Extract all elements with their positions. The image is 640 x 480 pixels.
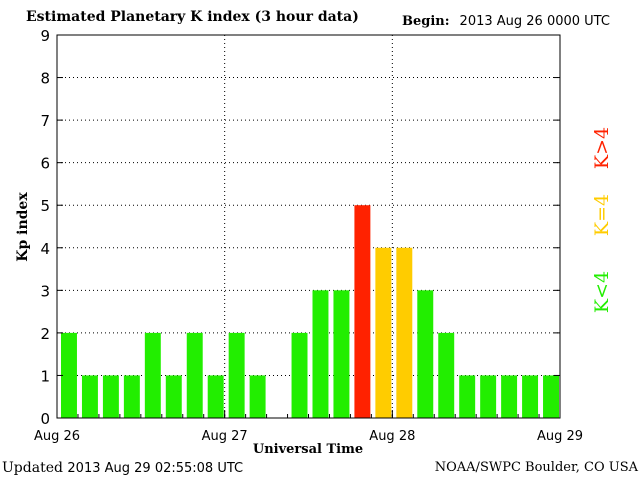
y-tick-label: 1 xyxy=(40,367,50,385)
y-tick-label: 3 xyxy=(40,282,50,300)
bar xyxy=(438,332,455,418)
y-tick-label: 7 xyxy=(40,112,50,130)
bar xyxy=(375,247,392,418)
plot-frame xyxy=(56,34,561,419)
bar xyxy=(207,375,224,418)
chart-grid xyxy=(57,35,560,418)
updated-time: Updated 2013 Aug 29 02:55:08 UTC xyxy=(2,460,243,476)
x-axis-label: Universal Time xyxy=(253,442,363,457)
legend: K<4 K=4 K>4 xyxy=(591,127,613,313)
bar xyxy=(522,375,539,418)
begin-value: 2013 Aug 26 0000 UTC xyxy=(459,14,610,29)
y-axis-ticks: 0 1 2 3 4 5 6 7 8 9 xyxy=(40,27,560,428)
bar xyxy=(312,290,329,418)
legend-k-equals-4: K=4 xyxy=(591,194,613,236)
bar xyxy=(186,332,203,418)
x-tick-label: Aug 28 xyxy=(369,429,415,444)
x-axis-ticks: Aug 26 Aug 27 Aug 28 Aug 29 xyxy=(34,410,583,444)
y-tick-label: 4 xyxy=(40,240,50,258)
bar xyxy=(291,332,308,418)
y-axis-label: Kp index xyxy=(15,192,31,262)
bar xyxy=(333,290,350,418)
legend-k-above-4: K>4 xyxy=(591,127,613,169)
bar xyxy=(228,332,245,418)
y-tick-label: 5 xyxy=(40,197,50,215)
begin-time: Begin: 2013 Aug 26 0000 UTC xyxy=(402,14,610,29)
bar xyxy=(102,375,119,418)
y-tick-label: 6 xyxy=(40,155,50,173)
bar xyxy=(396,247,413,418)
updated-label: Updated xyxy=(2,460,63,476)
y-tick-label: 2 xyxy=(40,325,50,343)
updated-value: 2013 Aug 29 02:55:08 UTC xyxy=(67,461,244,476)
bar xyxy=(144,332,161,418)
bar xyxy=(165,375,182,418)
bar xyxy=(417,290,434,418)
y-tick-label: 9 xyxy=(40,27,50,45)
bar xyxy=(459,375,476,418)
y-tick-label: 0 xyxy=(40,410,50,428)
bar-series xyxy=(61,205,559,418)
bar xyxy=(480,375,497,418)
bar xyxy=(249,375,266,418)
x-tick-label: Aug 26 xyxy=(34,429,80,444)
bar xyxy=(354,205,371,418)
legend-k-below-4: K<4 xyxy=(591,271,613,313)
credit-text: NOAA/SWPC Boulder, CO USA xyxy=(434,460,638,475)
begin-label: Begin: xyxy=(402,14,450,29)
x-tick-label: Aug 29 xyxy=(537,429,583,444)
bar xyxy=(543,375,559,418)
bar xyxy=(81,375,98,418)
bar xyxy=(501,375,518,418)
chart-title: Estimated Planetary K index (3 hour data… xyxy=(26,9,359,25)
y-tick-label: 8 xyxy=(40,70,50,88)
bar xyxy=(61,332,77,418)
bar xyxy=(123,375,140,418)
x-tick-label: Aug 27 xyxy=(202,429,248,444)
